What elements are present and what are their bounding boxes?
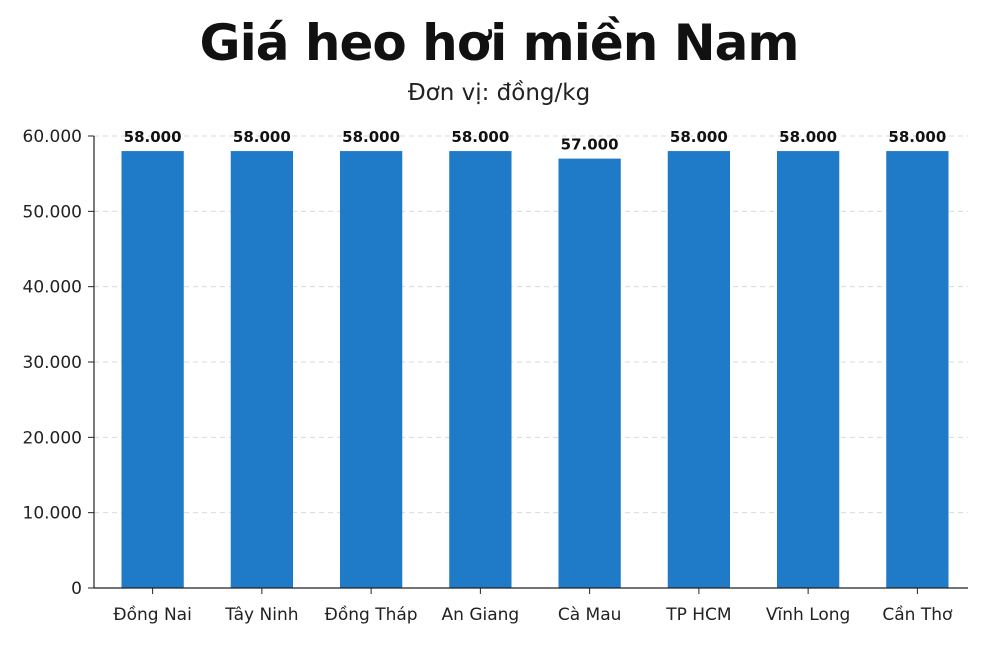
y-tick-label: 50.000 (23, 202, 82, 222)
chart-subtitle: Đơn vị: đồng/kg (407, 80, 591, 106)
x-category-label: Tây Ninh (224, 605, 298, 625)
x-category-label: Vĩnh Long (766, 605, 850, 625)
x-category-label: Cà Mau (558, 605, 622, 625)
x-category-label: Cần Thơ (882, 604, 953, 625)
x-category-label: Đồng Nai (113, 604, 191, 625)
data-label: 58.000 (888, 128, 946, 146)
y-tick-label: 40.000 (23, 278, 82, 298)
data-label: 58.000 (342, 128, 400, 146)
bar-2 (339, 151, 403, 589)
bar-4 (558, 158, 621, 588)
chart-title: Giá heo hơi miền Nam (199, 14, 800, 72)
data-label: 58.000 (451, 128, 509, 146)
x-category-label: TP HCM (665, 605, 731, 625)
labels: 0 10.000 20.000 30.000 40.000 50.000 60.000 58.… (23, 127, 953, 625)
y-tick-label: 30.000 (23, 353, 82, 373)
bar-7 (886, 151, 949, 589)
data-label: 58.000 (233, 128, 291, 146)
data-label: 58.000 (670, 128, 728, 146)
axes (88, 135, 968, 594)
y-tick-label: 20.000 (23, 428, 82, 448)
bar-0 (121, 151, 184, 589)
x-category-label: Đồng Tháp (325, 604, 418, 625)
data-label: 57.000 (561, 136, 619, 154)
bar-3 (449, 151, 512, 589)
y-tick-label: 60.000 (23, 127, 82, 147)
x-category-label: An Giang (442, 605, 520, 625)
bars (121, 151, 949, 589)
y-tick-label: 0 (71, 579, 82, 599)
bar-6 (776, 151, 840, 589)
y-tick-label: 10.000 (23, 504, 82, 524)
data-label: 58.000 (124, 128, 182, 146)
bar-1 (230, 151, 294, 589)
bar-5 (667, 151, 731, 589)
data-label: 58.000 (779, 128, 837, 146)
